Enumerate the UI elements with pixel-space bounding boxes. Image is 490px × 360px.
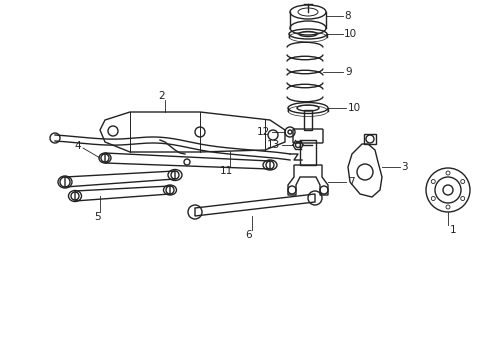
Text: 10: 10: [344, 29, 357, 39]
Bar: [304, 110, 312, 130]
Text: 11: 11: [220, 166, 233, 176]
Text: 12: 12: [257, 127, 270, 137]
Text: 13: 13: [267, 140, 280, 150]
Text: 8: 8: [344, 11, 351, 21]
Bar: [364, 134, 376, 144]
Text: 2: 2: [159, 91, 165, 101]
Text: 7: 7: [348, 177, 355, 187]
Bar: [300, 140, 316, 165]
Text: 9: 9: [345, 67, 352, 77]
Text: 10: 10: [348, 103, 361, 113]
Text: 1: 1: [450, 225, 457, 235]
Text: 3: 3: [401, 162, 408, 172]
Text: 5: 5: [94, 212, 100, 222]
Text: 4: 4: [74, 141, 81, 151]
Text: 6: 6: [245, 230, 252, 240]
